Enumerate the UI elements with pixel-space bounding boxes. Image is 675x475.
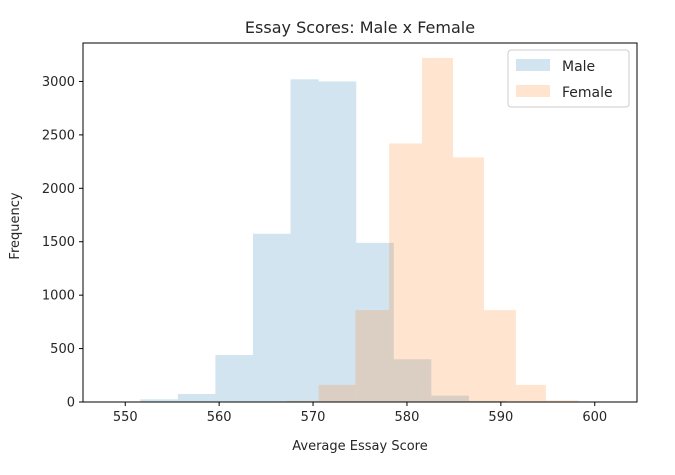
legend-swatch-female (516, 85, 550, 97)
female-bar-7 (515, 384, 546, 402)
x-axis-ticks: 550 560 570 580 590 600 (113, 402, 607, 425)
male-bar-3 (252, 233, 291, 402)
female-bar-6 (483, 310, 516, 402)
legend-swatch-male (516, 59, 550, 71)
female-bar-4 (421, 57, 453, 403)
x-tick-label: 550 (113, 410, 138, 425)
female-bar-3 (389, 143, 422, 402)
male-bar-1 (177, 393, 216, 402)
male-bar-4 (290, 79, 319, 402)
legend: Male Female (507, 49, 630, 108)
male-bar-0 (140, 399, 178, 402)
male-bar-7 (393, 359, 432, 402)
male-bar-6 (356, 242, 394, 402)
x-axis-label: Average Essay Score (292, 439, 427, 454)
y-axis-label: Frequency (8, 192, 23, 259)
y-axis-ticks: 0 500 1000 1500 2000 2500 3000 (42, 75, 83, 411)
y-tick-label: 500 (50, 342, 75, 357)
x-tick-label: 580 (395, 410, 420, 425)
plot-frame (82, 42, 638, 403)
legend-box (507, 49, 630, 108)
x-tick-label: 560 (207, 410, 232, 425)
bars-layer (140, 57, 579, 403)
y-tick-label: 1500 (42, 235, 75, 250)
male-bar-8 (431, 395, 469, 402)
y-tick-label: 1000 (42, 289, 75, 304)
male-bar-2 (215, 354, 253, 402)
x-tick-label: 590 (488, 410, 513, 425)
female-bar-0 (286, 400, 319, 402)
chart-title: Essay Scores: Male x Female (245, 18, 475, 37)
female-bar-2 (355, 310, 390, 402)
y-tick-label: 0 (67, 396, 75, 411)
x-tick-label: 600 (582, 410, 607, 425)
y-tick-label: 3000 (42, 75, 75, 90)
y-tick-label: 2000 (42, 182, 75, 197)
legend-label-male: Male (562, 59, 595, 75)
female-bar-1 (318, 384, 356, 402)
female-bar-8 (545, 400, 579, 402)
female-bar-5 (452, 157, 484, 402)
legend-label-female: Female (562, 85, 613, 101)
x-tick-label: 570 (301, 410, 326, 425)
male-bar-5 (318, 81, 357, 403)
y-tick-label: 2500 (42, 128, 75, 143)
male-bar-9 (468, 400, 507, 402)
